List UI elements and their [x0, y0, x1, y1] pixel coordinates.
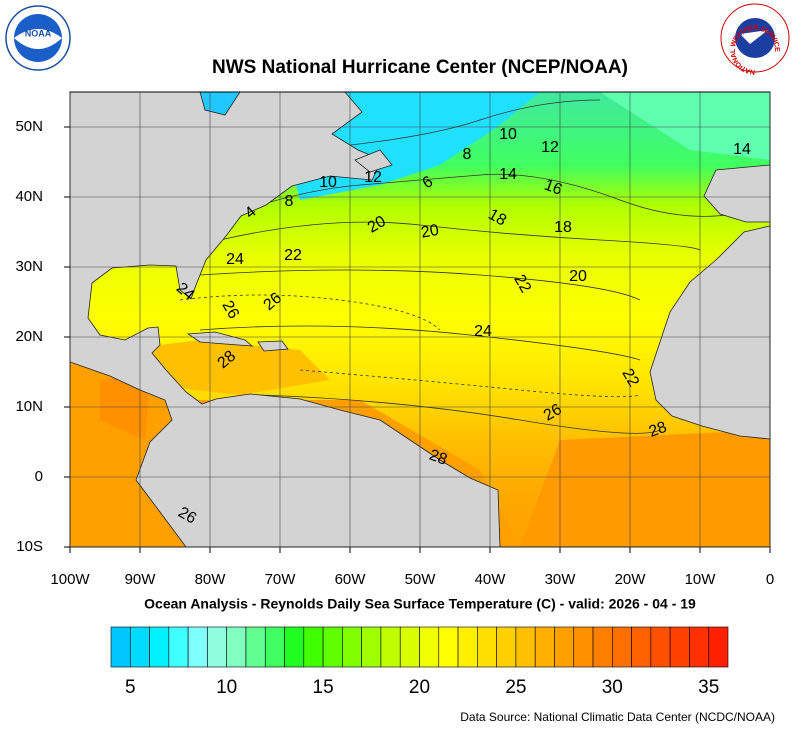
colorbar-box	[129, 626, 150, 668]
colorbar-box	[612, 626, 632, 668]
colorbar-box	[322, 626, 343, 668]
x-tick-label: 80W	[195, 571, 227, 588]
colorbar-box	[110, 626, 131, 668]
y-tick-label: 30N	[15, 258, 43, 275]
colorbar-tick-label: 15	[313, 677, 334, 698]
colorbar-box	[342, 626, 362, 668]
colorbar-box	[284, 626, 305, 668]
colorbar-tick-label: 20	[409, 677, 430, 698]
colorbar-box	[399, 626, 420, 668]
x-tick-label: 10W	[685, 571, 717, 588]
colorbar-tick-label: 30	[602, 677, 623, 698]
colorbar-box	[592, 626, 613, 668]
colorbar-box	[419, 626, 440, 668]
x-tick-label: 60W	[335, 571, 367, 588]
warm-water	[520, 430, 770, 547]
land	[70, 92, 770, 547]
colorbar-tick-label: 35	[698, 677, 719, 698]
colorbar-box	[669, 626, 690, 668]
colorbar-box	[187, 626, 208, 668]
colorbar-box	[438, 626, 459, 668]
colorbar-box	[689, 626, 710, 668]
nws-logo: NATIONAL WEATHER SERVICE	[720, 3, 790, 75]
colorbar-box	[245, 626, 266, 668]
caption: Ocean Analysis - Reynolds Daily Sea Surf…	[144, 596, 696, 612]
colorbar-box	[457, 626, 478, 668]
colorbar: 5 10 15 20 25 30 35	[110, 626, 729, 698]
colorbar-box	[477, 626, 497, 668]
colorbar-box	[534, 626, 555, 668]
contour-label: 28	[427, 447, 450, 469]
contour-label: 18	[485, 206, 509, 230]
colorbar-box	[149, 626, 170, 668]
graticule: 100W 90W 80W 70W 60W 50W 40W 30W 20W 10W 0 50N 40N 30…	[15, 92, 774, 588]
y-tick-label: 20N	[15, 328, 43, 345]
contour-label: 12	[364, 169, 382, 186]
contour-label: 18	[554, 219, 572, 236]
y-tick-label: 0	[35, 468, 43, 485]
x-tick-label: 70W	[265, 571, 297, 588]
contour-label: 12	[541, 139, 559, 156]
x-tick-label: 0	[766, 571, 774, 588]
x-tick-label: 40W	[475, 571, 507, 588]
contour-label: 14	[499, 166, 517, 183]
colorbar-box	[207, 626, 227, 668]
contour-label: 26	[218, 298, 242, 322]
contour-label: 22	[510, 272, 534, 296]
y-tick-label: 50N	[15, 118, 43, 135]
colorbar-box	[708, 626, 729, 668]
contour-label: 22	[284, 247, 302, 264]
noaa-logo: NOAA	[5, 5, 71, 71]
x-tick-label: 90W	[125, 571, 157, 588]
colorbar-box	[380, 626, 401, 668]
colorbar-box	[515, 626, 536, 668]
colorbar-box	[496, 626, 517, 668]
contour-label: 26	[175, 504, 199, 528]
x-tick-label: 20W	[615, 571, 647, 588]
contour-label: 24	[474, 323, 492, 340]
colorbar-box	[361, 626, 382, 668]
contour-label: 20	[365, 213, 389, 237]
y-tick-label: 40N	[15, 188, 43, 205]
colorbar-box	[650, 626, 671, 668]
contour-label: 10	[319, 174, 337, 191]
colorbar-box	[631, 626, 652, 668]
contour-label: 20	[420, 222, 441, 242]
contour-label: 20	[569, 268, 587, 285]
y-tick-label: 10S	[16, 538, 43, 555]
y-tick-label: 10N	[15, 398, 43, 415]
colorbar-box	[303, 626, 324, 668]
colorbar-box	[573, 626, 594, 668]
colorbar-tick-label: 25	[505, 677, 526, 698]
contour-label: 10	[499, 126, 517, 143]
x-tick-label: 100W	[50, 571, 90, 588]
contour-label: 14	[733, 141, 751, 158]
colorbar-tick-label: 5	[125, 677, 136, 698]
x-tick-label: 50W	[405, 571, 437, 588]
x-tick-label: 30W	[545, 571, 577, 588]
colorbar-box	[168, 626, 189, 668]
colorbar-box	[226, 626, 247, 668]
noaa-logo-text: NOAA	[25, 28, 52, 38]
cool-water	[600, 92, 770, 160]
title: NWS National Hurricane Center (NCEP/NOAA…	[212, 57, 628, 78]
contour-label: 24	[226, 251, 244, 268]
colorbar-box	[264, 626, 285, 668]
source: Data Source: National Climatic Data Cent…	[460, 710, 775, 724]
contour-label: 8	[463, 146, 472, 163]
colorbar-box	[554, 626, 575, 668]
contour-label: 16	[542, 177, 565, 199]
contour-label: 28	[647, 419, 670, 441]
warm-water	[100, 375, 150, 440]
colorbar-tick-label: 10	[216, 677, 237, 698]
contour-label: 8	[285, 193, 294, 210]
